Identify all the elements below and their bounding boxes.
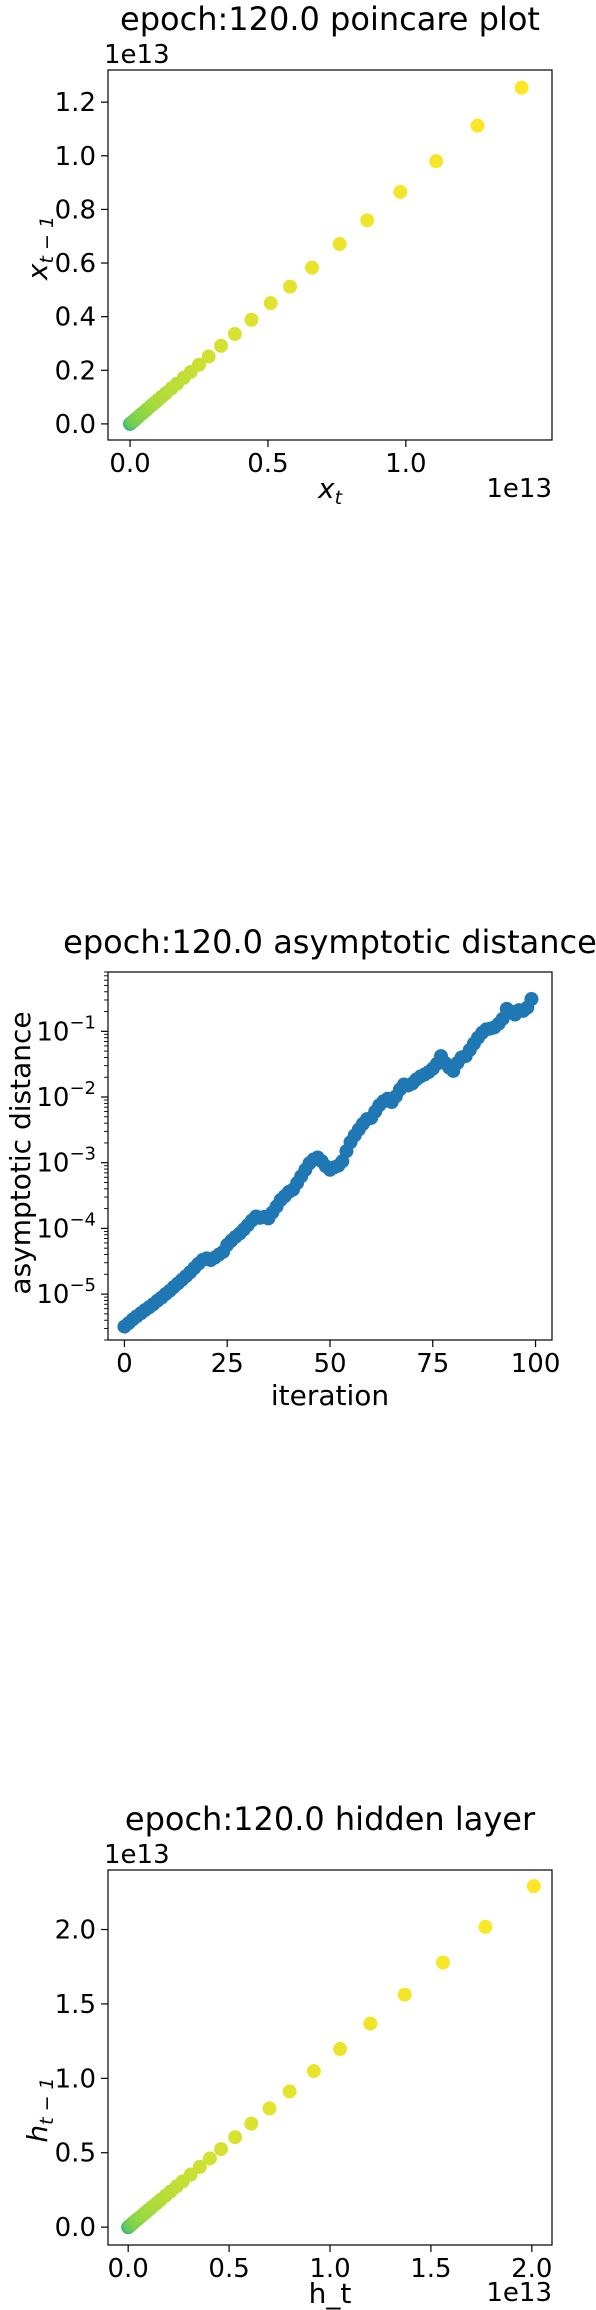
data-point <box>228 2130 243 2145</box>
y-axis-label-base: x <box>21 263 54 281</box>
x-axis-label: xt <box>317 472 344 509</box>
y-tick-label: 10−3 <box>36 1144 96 1179</box>
data-point <box>244 2116 259 2131</box>
x-tick-label: 25 <box>211 1349 244 1379</box>
y-tick-label: 10−5 <box>36 1275 96 1310</box>
x-axis-label-base: x <box>317 472 335 505</box>
y-offset-text: 1e13 <box>104 40 170 70</box>
x-axis-label: h_t <box>309 2277 352 2310</box>
y-tick-label: 0.5 <box>55 2139 96 2169</box>
x-axis-label: iteration <box>271 1379 389 1412</box>
y-offset-text: 1e13 <box>104 1840 170 1870</box>
data-point <box>360 213 375 228</box>
x-tick-label: 1.0 <box>309 2254 350 2284</box>
data-point <box>214 2142 229 2157</box>
y-axis-label-base: h <box>21 2125 54 2143</box>
data-point <box>192 357 207 372</box>
y-tick-label: 0.6 <box>55 249 96 279</box>
data-point <box>227 326 242 341</box>
data-point <box>282 2084 297 2099</box>
data-point <box>201 349 216 364</box>
data-point <box>263 296 278 311</box>
data-point <box>192 2159 207 2174</box>
x-tick-label: 2.0 <box>511 2254 552 2284</box>
x-tick-label: 1.5 <box>410 2254 451 2284</box>
x-tick-label: 50 <box>313 1349 346 1379</box>
data-point <box>478 1919 493 1934</box>
x-tick-label: 0 <box>116 1349 133 1379</box>
data-point <box>393 184 408 199</box>
data-point <box>306 2064 321 2079</box>
chart-hidden-layer: epoch:120.0 hidden layer 1e13 1e13 h_t h… <box>21 1800 553 2310</box>
data-point <box>363 2016 378 2031</box>
data-point <box>305 260 320 275</box>
data-point <box>470 118 485 133</box>
data-point <box>283 279 298 294</box>
y-axis-label: xt − 1 <box>21 216 58 281</box>
chart-asymptotic-distance: epoch:120.0 asymptotic distance iteratio… <box>4 923 596 1412</box>
x-tick-label: 0.5 <box>208 2254 249 2284</box>
y-tick-label: 1.5 <box>55 1990 96 2020</box>
data-point <box>332 237 347 252</box>
y-tick-label: 0.8 <box>55 195 96 225</box>
x-tick-label: 75 <box>416 1349 449 1379</box>
x-offset-text: 1e13 <box>486 2278 552 2308</box>
data-point <box>397 1987 412 2002</box>
y-tick-label: 10−1 <box>36 1012 96 1047</box>
y-tick-label: 10−4 <box>36 1209 96 1244</box>
y-axis-label-sub: t − 1 <box>36 216 58 264</box>
y-tick-label: 0.0 <box>55 2213 96 2243</box>
data-point <box>436 1955 451 1970</box>
y-axis-label-sub: t − 1 <box>36 2077 58 2125</box>
x-tick-label: 0.0 <box>108 2254 149 2284</box>
data-point <box>524 992 539 1007</box>
data-point <box>514 80 529 95</box>
y-tick-label: 1.2 <box>55 88 96 118</box>
y-axis-label: ht − 1 <box>21 2077 58 2142</box>
y-tick-label: 10−2 <box>36 1078 96 1113</box>
data-point <box>429 154 444 169</box>
data-point <box>333 2042 348 2057</box>
x-axis-label-sub: t <box>335 487 344 509</box>
chart-poincare-plot: epoch:120.0 poincare plot 1e13 1e13 xt x… <box>21 0 553 509</box>
y-axis-label: asymptotic distance <box>4 1011 37 1294</box>
data-point <box>244 312 259 327</box>
y-tick-label: 0.4 <box>55 303 96 333</box>
y-tick-label: 2.0 <box>55 1916 96 1946</box>
plot-frame <box>107 69 553 441</box>
x-tick-label: 100 <box>511 1349 561 1379</box>
y-tick-label: 1.0 <box>55 2064 96 2094</box>
data-point <box>202 2151 217 2166</box>
x-tick-label: 0.0 <box>109 449 150 479</box>
x-tick-label: 1.0 <box>385 449 426 479</box>
chart-title: epoch:120.0 hidden layer <box>125 1800 536 1838</box>
y-tick-label: 0.2 <box>55 356 96 386</box>
data-point <box>214 338 229 353</box>
x-offset-text: 1e13 <box>486 474 552 504</box>
y-tick-label: 1.0 <box>55 142 96 172</box>
chart-title: epoch:120.0 poincare plot <box>120 0 540 38</box>
x-tick-label: 0.5 <box>247 449 288 479</box>
data-point <box>262 2101 277 2116</box>
data-point <box>526 1879 541 1894</box>
chart-title: epoch:120.0 asymptotic distance <box>63 923 596 961</box>
y-tick-label: 0.0 <box>55 410 96 440</box>
